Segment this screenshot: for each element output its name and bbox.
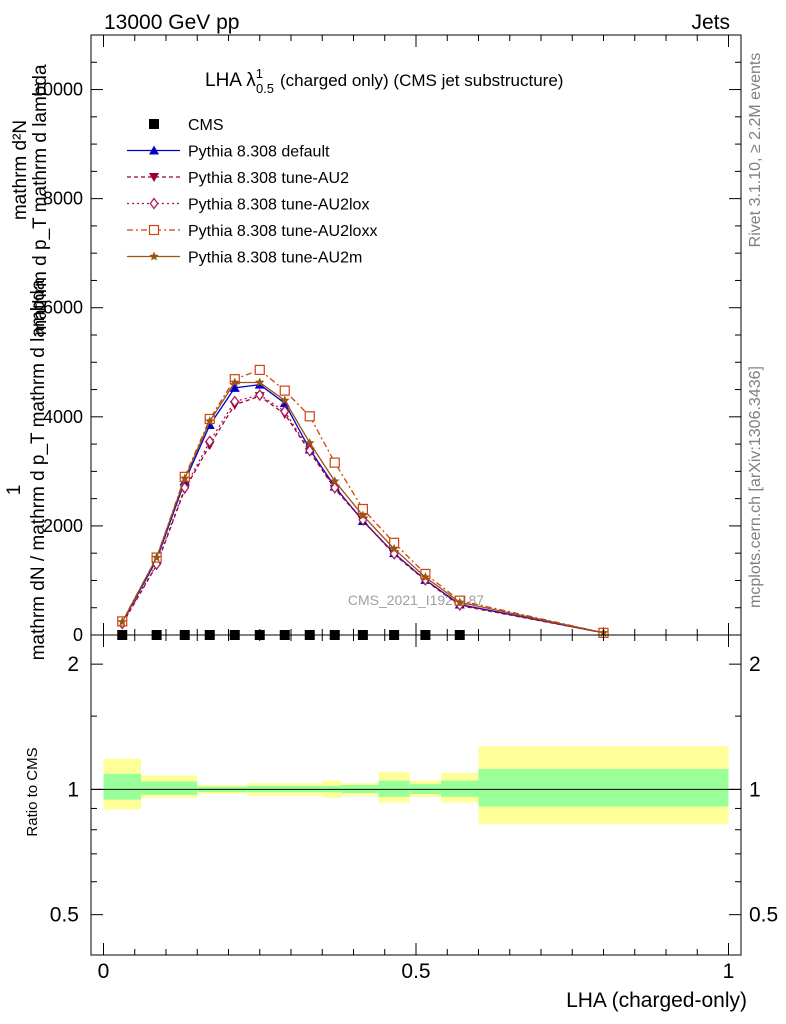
series-line bbox=[121, 381, 604, 634]
series-point bbox=[230, 395, 240, 408]
series-point bbox=[304, 411, 315, 422]
ratio-band-inner bbox=[141, 781, 198, 795]
legend-marker bbox=[149, 197, 159, 210]
series-point bbox=[204, 416, 215, 426]
rivet-version-label: Rivet 3.1.10, ≥ 2.2M events bbox=[747, 53, 764, 248]
ylabel-bottom: mathrm dN / mathrm d p_T mathrm d lambda bbox=[28, 279, 49, 660]
ratio-xtick-label: 0.5 bbox=[401, 960, 430, 983]
main-ytick-label: 4000 bbox=[43, 407, 83, 427]
series-point bbox=[358, 510, 368, 520]
series-point bbox=[229, 382, 240, 392]
ratio-ytick-label-left: 0.5 bbox=[50, 904, 79, 927]
legend-label: Pythia 8.308 tune-AU2 bbox=[188, 170, 349, 187]
legend-label: Pythia 8.308 default bbox=[188, 144, 330, 161]
ratio-ytick-label-left: 2 bbox=[67, 653, 79, 676]
plot-title-sup: 1 bbox=[256, 66, 263, 81]
ratio-plot bbox=[103, 746, 729, 825]
ratio-ytick-label-right: 2 bbox=[749, 653, 761, 676]
legend-marker bbox=[149, 173, 159, 182]
mcplots-label: mcplots.cern.ch [arXiv:1306.3436] bbox=[747, 366, 764, 608]
legend-marker bbox=[148, 224, 160, 236]
main-ytick-label: 2000 bbox=[43, 516, 83, 536]
ratio-band-inner bbox=[441, 780, 479, 797]
series-line bbox=[121, 369, 604, 634]
legend-label: Pythia 8.308 tune-AU2m bbox=[188, 250, 362, 267]
main-axes: 0 2000 4000 6000 8000 10000 bbox=[33, 34, 742, 645]
main-ytick-label: 10000 bbox=[33, 80, 83, 100]
series-point bbox=[329, 457, 340, 468]
legend-marker-cms bbox=[149, 119, 159, 129]
series-point bbox=[420, 572, 431, 582]
series-pythia-8-308-tune-au2m bbox=[117, 377, 609, 637]
series-point bbox=[304, 438, 315, 448]
ratio-xtick-label: 0 bbox=[98, 960, 110, 983]
series-point bbox=[151, 552, 162, 562]
series-point bbox=[279, 395, 290, 405]
series-point bbox=[254, 377, 265, 387]
legend: CMS Pythia 8.308 default Pythia 8.308 tune… bbox=[127, 117, 377, 267]
legend-label: Pythia 8.308 tune-AU2lox bbox=[188, 197, 369, 214]
legend-marker bbox=[149, 145, 159, 155]
plot-title: LHA λ1 0.5 (charged only) (CMS jet substru… bbox=[205, 66, 563, 96]
x-axis-label: LHA (charged-only) bbox=[566, 989, 747, 1012]
ratio-band-inner bbox=[103, 773, 141, 800]
series-point bbox=[255, 389, 265, 401]
ratio-ytick-label-left: 1 bbox=[67, 778, 79, 801]
plot-title-rest: (charged only) (CMS jet substructure) bbox=[280, 71, 563, 90]
ratio-ytick-label-right: 0.5 bbox=[749, 904, 778, 927]
plot-title-main: LHA λ bbox=[205, 70, 256, 91]
series-point bbox=[280, 405, 290, 418]
ylabel-top: mathrm d²N bbox=[10, 120, 31, 220]
ratio-xtick-label: 1 bbox=[723, 960, 735, 983]
ylabel-one: 1 bbox=[4, 485, 25, 496]
main-ylabel: mathrm d²N mathrm d p_T mathrm d lambda … bbox=[4, 64, 51, 660]
ratio-band-inner bbox=[378, 780, 410, 797]
header-left: 13000 GeV pp bbox=[104, 11, 239, 34]
main-ytick-label: 6000 bbox=[43, 298, 83, 318]
ratio-ytick-label-right: 1 bbox=[749, 778, 761, 801]
legend-label-cms: CMS bbox=[188, 117, 224, 134]
ratio-band-inner bbox=[478, 768, 729, 807]
ratio-ylabel: Ratio to CMS bbox=[24, 747, 41, 836]
series-point bbox=[330, 481, 340, 494]
main-ytick-label: 8000 bbox=[43, 189, 83, 209]
series-point bbox=[279, 385, 290, 396]
series-point bbox=[389, 543, 399, 553]
series-point bbox=[117, 616, 128, 626]
series-point bbox=[205, 435, 215, 448]
ratio-axes: 0.5 0.5 1 1 2 2 0 0.5 1 bbox=[50, 634, 778, 983]
series-line bbox=[121, 395, 604, 634]
legend-marker bbox=[149, 251, 159, 261]
ylabel-top-bottom: mathrm d p_T mathrm d lambda bbox=[30, 64, 51, 335]
plot-title-sub: 0.5 bbox=[256, 81, 274, 96]
series-point bbox=[454, 597, 465, 607]
legend-label: Pythia 8.308 tune-AU2loxx bbox=[188, 223, 377, 240]
series-point bbox=[229, 377, 240, 387]
series-point bbox=[179, 473, 190, 483]
series-point bbox=[305, 444, 315, 457]
header-right: Jets bbox=[691, 11, 730, 34]
series-point bbox=[254, 364, 265, 376]
main-ytick-label: 0 bbox=[73, 625, 83, 645]
series-point bbox=[329, 476, 340, 486]
